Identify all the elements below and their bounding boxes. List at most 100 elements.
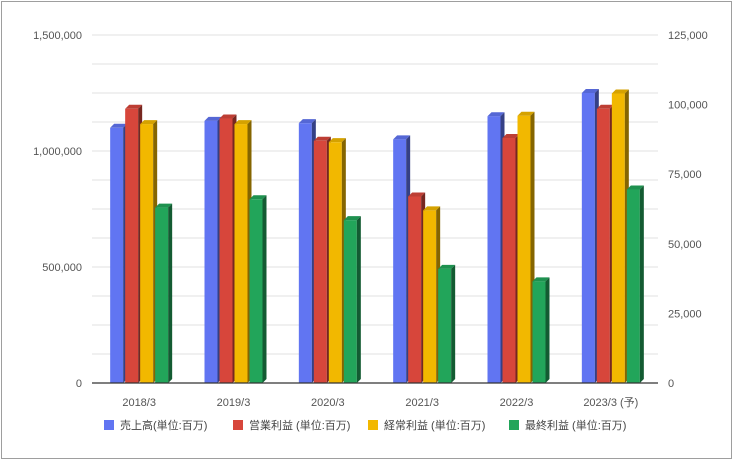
category-label: 2021/3 bbox=[405, 397, 439, 409]
bar-front bbox=[423, 210, 437, 383]
bar-front bbox=[110, 127, 124, 383]
bar-top bbox=[110, 123, 128, 128]
bar-top bbox=[487, 112, 505, 117]
bar-top bbox=[393, 135, 411, 140]
legend-label: 最終利益 (単位:百万) bbox=[525, 418, 626, 432]
legend-label: 売上高(単位:百万) bbox=[120, 418, 207, 432]
bar-side bbox=[356, 216, 361, 383]
bar-3 bbox=[517, 111, 535, 384]
bar-front bbox=[611, 93, 625, 384]
chart-svg: 0 500,000 1,000,000 1,500,000 0 25,000 50,000 7… bbox=[33, 30, 708, 432]
bar-top bbox=[298, 119, 316, 124]
left-axis-tick-label: 1,000,000 bbox=[33, 146, 82, 158]
bar-top bbox=[343, 216, 361, 221]
left-axis-tick-label: 0 bbox=[76, 378, 82, 390]
bar-front bbox=[596, 108, 610, 383]
bar-top bbox=[155, 203, 173, 208]
right-axis-tick-label: 50,000 bbox=[668, 239, 702, 251]
bar-front bbox=[343, 220, 357, 383]
bar-front bbox=[438, 268, 452, 383]
bar-top bbox=[596, 104, 614, 109]
category-label: 2022/3 bbox=[500, 397, 534, 409]
left-axis-tick-label: 500,000 bbox=[42, 262, 82, 274]
chart-frame: 0 500,000 1,000,000 1,500,000 0 25,000 50,000 7… bbox=[1, 1, 732, 459]
bar-side bbox=[545, 277, 550, 383]
right-axis-tick-label: 125,000 bbox=[668, 30, 708, 42]
bar-top bbox=[234, 120, 252, 125]
right-axis-tick-label: 75,000 bbox=[668, 169, 702, 181]
bar-top bbox=[611, 89, 629, 94]
bar-front bbox=[626, 189, 640, 383]
bar-side bbox=[451, 264, 456, 383]
bar-top bbox=[517, 111, 535, 116]
legend-label: 営業利益 (単位:百万) bbox=[249, 418, 350, 432]
bar-top bbox=[204, 116, 222, 121]
bar-front bbox=[502, 138, 516, 383]
bar-3 bbox=[611, 89, 629, 384]
right-axis-tick-label: 25,000 bbox=[668, 308, 702, 320]
legend: 売上高(単位:百万) 営業利益 (単位:百万) 経常利益 (単位:百万) 最終利益 (… bbox=[104, 418, 626, 432]
bar-front bbox=[581, 93, 595, 383]
bar-front bbox=[125, 108, 139, 383]
bar-2 bbox=[125, 104, 143, 383]
bar-top bbox=[438, 264, 456, 269]
bar-front bbox=[204, 120, 218, 383]
bar-front bbox=[155, 207, 169, 383]
bar-1 bbox=[393, 135, 411, 383]
bar-top bbox=[581, 89, 599, 93]
bar-2 bbox=[596, 104, 614, 383]
left-axis-tick-label: 1,500,000 bbox=[33, 30, 82, 42]
category-label: 2020/3 bbox=[311, 397, 345, 409]
bar-side bbox=[262, 195, 267, 383]
category-label: 2018/3 bbox=[122, 397, 156, 409]
axes: 0 500,000 1,000,000 1,500,000 0 25,000 50,000 7… bbox=[33, 30, 708, 409]
bar-top bbox=[313, 136, 331, 141]
legend-label: 経常利益 (単位:百万) bbox=[384, 418, 485, 432]
right-axis-tick-label: 100,000 bbox=[668, 100, 708, 112]
legend-swatch bbox=[368, 420, 378, 430]
bar-front bbox=[487, 116, 501, 383]
bar-4 bbox=[532, 277, 550, 383]
bar-4 bbox=[155, 203, 173, 383]
bar-4 bbox=[249, 195, 267, 383]
bar-front bbox=[532, 281, 546, 383]
bar-2 bbox=[408, 192, 426, 383]
bar-top bbox=[626, 185, 644, 190]
bar-1 bbox=[581, 89, 599, 383]
bar-4 bbox=[626, 185, 644, 383]
bar-1 bbox=[298, 119, 316, 383]
legend-swatch bbox=[233, 420, 243, 430]
bar-front bbox=[298, 123, 312, 383]
bar-front bbox=[328, 142, 342, 383]
bar-side bbox=[639, 185, 644, 383]
bar-front bbox=[313, 140, 327, 383]
bar-4 bbox=[438, 264, 456, 383]
bars bbox=[110, 89, 644, 384]
gridlines bbox=[92, 34, 658, 355]
legend-swatch bbox=[104, 420, 114, 430]
bar-front bbox=[393, 139, 407, 383]
bar-1 bbox=[204, 116, 222, 383]
bar-1 bbox=[110, 123, 128, 384]
bar-top bbox=[423, 206, 441, 211]
bar-3 bbox=[140, 120, 158, 383]
bar-front bbox=[219, 118, 233, 384]
bar-4 bbox=[343, 216, 361, 383]
bar-front bbox=[408, 196, 422, 383]
bar-1 bbox=[487, 112, 505, 383]
bar-top bbox=[125, 104, 143, 109]
bar-front bbox=[249, 199, 263, 383]
bar-3 bbox=[328, 138, 346, 383]
bar-top bbox=[249, 195, 267, 200]
bar-top bbox=[140, 120, 158, 125]
bar-top bbox=[328, 138, 346, 143]
bar-2 bbox=[219, 114, 237, 384]
bar-2 bbox=[313, 136, 331, 383]
bar-front bbox=[517, 115, 531, 384]
bar-top bbox=[219, 114, 237, 119]
bar-top bbox=[502, 134, 520, 139]
bar-top bbox=[532, 277, 550, 282]
bar-3 bbox=[234, 120, 252, 383]
bar-front bbox=[140, 124, 154, 383]
bar-top bbox=[408, 192, 426, 197]
